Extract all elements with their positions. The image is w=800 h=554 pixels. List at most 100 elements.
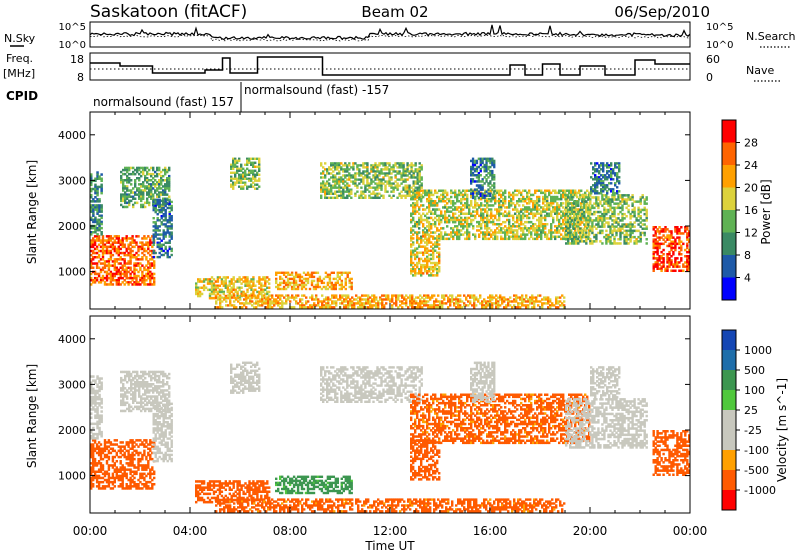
heatmap-cell [613,206,616,210]
heatmap-cell [134,183,137,186]
heatmap-cell [398,192,401,195]
heatmap-cell [327,296,330,299]
heatmap-cell [322,172,325,175]
heatmap-cell [686,234,689,237]
heatmap-cell [569,208,572,212]
heatmap-cell [601,221,604,224]
heatmap-cell [556,197,559,201]
heatmap-cell [376,192,379,195]
heatmap-cell [484,231,487,234]
heatmap-cell [394,164,397,167]
heatmap-cell [140,195,143,198]
heatmap-cell [340,281,343,285]
heatmap-cell [444,214,447,218]
heatmap-cell [94,216,97,220]
heatmap-cell [432,249,435,252]
heatmap-cell [376,170,379,173]
heatmap-cell [548,231,551,234]
heatmap-cell [448,220,451,224]
heatmap-cell [200,280,204,283]
heatmap-cell [635,229,638,233]
heatmap-cell [526,202,529,205]
heatmap-cell [304,273,308,276]
heatmap-cell [326,283,330,287]
heatmap-cell [143,276,146,280]
heatmap-cell [464,191,467,195]
heatmap-cell [250,292,253,296]
heatmap-cell [93,247,97,251]
heatmap-cell [136,193,139,196]
heatmap-cell [164,200,167,204]
heatmap-cell [90,264,93,267]
heatmap-cell [510,231,513,234]
heatmap-cell [645,238,648,241]
heatmap-cell [577,219,580,222]
heatmap-cell [605,202,608,205]
heatmap-cell [202,286,206,289]
heatmap-cell [538,225,541,228]
heatmap-cell [426,237,429,241]
heatmap-cell [569,233,572,237]
heatmap-cell [617,223,620,226]
heatmap-cell [260,290,263,294]
heatmap-cell [426,257,429,261]
heatmap-cell [554,206,557,209]
heatmap-cell [554,229,557,232]
heatmap-cell [607,233,610,237]
heatmap-cell [498,191,501,195]
heatmap-cell [120,195,123,198]
heatmap-cell [560,233,563,236]
heatmap-cell [141,247,144,251]
heatmap-cell [633,242,636,245]
heatmap-cell [113,247,116,251]
heatmap-cell [90,210,93,213]
heatmap-cell [127,283,130,286]
heatmap-cell [302,281,306,285]
cpid-label: CPID [6,89,38,103]
heatmap-cell [485,180,488,183]
heatmap-cell [144,205,147,209]
heatmap-cell [131,239,134,242]
heatmap-cell [354,176,357,179]
heatmap-cell [430,216,433,220]
heatmap-cell [328,273,332,276]
heatmap-cell [432,253,435,257]
heatmap-cell [149,266,152,269]
heatmap-cell [550,202,553,205]
heatmap-cell [676,265,679,268]
heatmap-cell [528,200,531,203]
heatmap-cell [466,200,469,203]
heatmap-cell [432,204,435,207]
heatmap-cell [589,194,592,197]
heatmap-cell [360,190,363,193]
heatmap-cell [374,176,377,179]
heatmap-cell [131,253,134,257]
heatmap-cell [396,162,399,165]
heatmap-cell [406,188,409,191]
heatmap-cell [346,164,349,167]
heatmap-cell [232,167,235,170]
heatmap-cell [660,250,663,254]
heatmap-cell [668,261,671,264]
heatmap-cell [255,296,258,299]
heatmap-cell [117,239,120,242]
heatmap-cell [565,202,568,205]
heatmap-cell [402,170,405,173]
heatmap-cell [609,242,612,245]
heatmap-cell [162,174,165,178]
heatmap-cell [236,169,239,172]
heatmap-cell [412,180,415,183]
heatmap-cell [326,192,329,195]
heatmap-cell [137,270,140,274]
heatmap-cell [464,218,467,222]
heatmap-cell [135,283,138,286]
heatmap-cell [166,219,169,222]
heatmap-cell [156,229,159,232]
heatmap-cell [268,278,271,281]
freq-panel [89,52,691,81]
heatmap-cell [341,300,344,303]
heatmap-cell [410,190,413,193]
heatmap-cell [670,230,673,233]
heatmap-cell [479,163,482,167]
heatmap-cell [400,194,403,197]
